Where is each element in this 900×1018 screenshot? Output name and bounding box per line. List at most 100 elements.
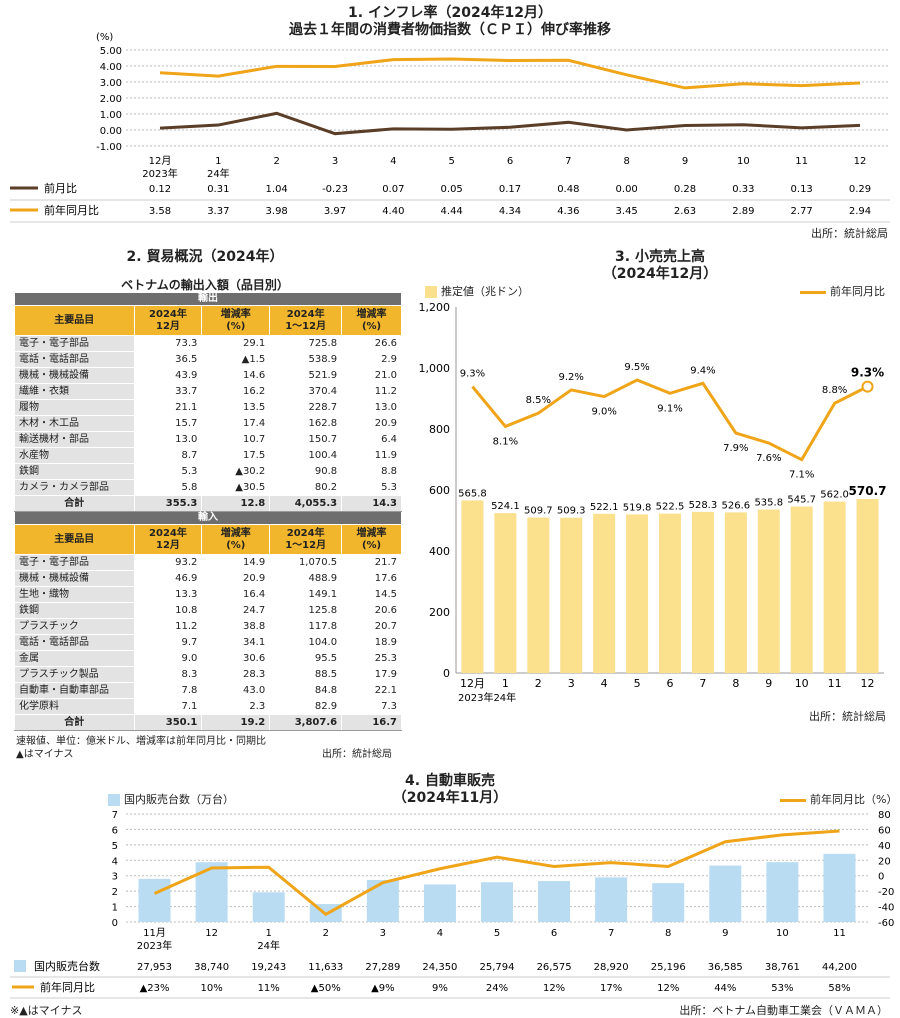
trade-cell-value: ▲30.5 xyxy=(201,479,271,496)
retail-y-tick: 200 xyxy=(429,606,450,619)
trade-column-header: 増減率 (%) xyxy=(201,305,271,336)
retail-title-1: 3. 小売売上高 xyxy=(615,249,705,265)
retail-x-tick: 8 xyxy=(732,677,739,690)
auto-data-label: 12% xyxy=(543,983,565,994)
table-row: 金属 9.0 30.6 95.5 25.3 xyxy=(14,650,402,667)
cpi-x-tick: 2 xyxy=(273,156,279,167)
auto-note: ※▲はマイナス xyxy=(10,1004,83,1017)
trade-cell-value: 19.2 xyxy=(201,714,271,731)
trade-cell-value: 24.7 xyxy=(201,602,271,619)
trade-cell-value: 15.7 xyxy=(133,415,203,432)
trade-item-name: 鉄鋼 xyxy=(14,602,135,619)
trade-cell-value: 21.7 xyxy=(341,554,402,571)
auto-data-label: 28,920 xyxy=(594,962,629,973)
retail-bar xyxy=(790,506,813,673)
auto-data-label: 38,740 xyxy=(194,962,229,973)
retail-bar-label: 522.1 xyxy=(590,502,619,513)
auto-bar xyxy=(652,883,685,922)
auto-data-label: 58% xyxy=(828,983,850,994)
trade-source: 出所：統計総局 xyxy=(322,749,392,760)
trade-cell-value: 150.7 xyxy=(269,431,343,448)
trade-cell-value: ▲1.5 xyxy=(201,351,271,368)
auto-data-label: 10% xyxy=(200,983,222,994)
auto-y2-tick: 80 xyxy=(878,810,891,821)
auto-bar xyxy=(252,892,285,922)
auto-y-tick: 2 xyxy=(112,887,118,898)
trade-cell-value: 11.2 xyxy=(341,383,402,400)
trade-cell-value: 10.8 xyxy=(133,602,203,619)
auto-y2-tick: 40 xyxy=(878,841,891,852)
cpi-data-label: 4.34 xyxy=(499,206,521,217)
trade-cell-value: 17.9 xyxy=(341,666,402,683)
trade-item-name: 金属 xyxy=(14,650,135,667)
trade-item-name: カメラ・カメラ部品 xyxy=(14,479,135,496)
retail-legend-bar-label: 推定値（兆ドン） xyxy=(441,285,529,298)
trade-cell-value: 16.4 xyxy=(201,586,271,603)
auto-y-tick: 7 xyxy=(112,810,118,821)
trade-cell-value: 25.3 xyxy=(341,650,402,667)
trade-cell-value: 17.6 xyxy=(341,570,402,587)
cpi-source: 出所：統計総局 xyxy=(811,227,888,240)
cpi-x-tick: 12 xyxy=(854,156,867,167)
trade-item-name: 電子・電子部品 xyxy=(14,335,135,352)
retail-line-label: 7.9% xyxy=(723,443,748,454)
auto-bar xyxy=(595,877,628,922)
trade-cell-value: 13.0 xyxy=(341,399,402,416)
cpi-data-label: 1.04 xyxy=(266,184,288,195)
trade-subtitle: ベトナムの輸出入額（品目別） xyxy=(121,278,289,292)
trade-header-row: 主要品目 2024年 12月 増減率 (%) 2024年 1～12月 増減率 (%) xyxy=(14,305,402,336)
auto-data-label: 24,350 xyxy=(422,962,457,973)
trade-cell-value: 93.2 xyxy=(133,554,203,571)
trade-cell-value: 46.9 xyxy=(133,570,203,587)
auto-data-label: 26,575 xyxy=(537,962,572,973)
trade-cell-value: 350.1 xyxy=(133,714,203,731)
trade-column-header: 2024年 12月 xyxy=(133,305,203,336)
retail-bar xyxy=(527,517,550,673)
trade-item-name: 機械・機械設備 xyxy=(14,570,135,587)
retail-bar-label: 524.1 xyxy=(491,501,520,512)
auto-y-tick: 0 xyxy=(112,918,118,929)
trade-header-row: 主要品目 2024年 12月 増減率 (%) 2024年 1～12月 増減率 (%) xyxy=(14,524,402,555)
trade-title: 2. 貿易概況（2024年） xyxy=(126,249,284,265)
trade-item-name: 化学原料 xyxy=(14,698,135,715)
trade-cell-value: 14.6 xyxy=(201,367,271,384)
auto-x-tick: 12 xyxy=(205,928,218,939)
trade-cell-value: 43.0 xyxy=(201,682,271,699)
trade-table: 輸出 主要品目 2024年 12月 増減率 (%) 2024年 1～12月 増減率 (%) 電子・電… xyxy=(14,292,402,731)
auto-x-tick: 2 xyxy=(323,928,329,939)
trade-export-section-label: 輸出 xyxy=(14,292,402,306)
trade-column-header: 増減率 (%) xyxy=(341,524,402,555)
trade-cell-value: 2.3 xyxy=(201,698,271,715)
auto-y2-tick: 20 xyxy=(878,856,891,867)
trade-item-name: 生地・織物 xyxy=(14,586,135,603)
table-row: 履物 21.1 13.5 228.7 13.0 xyxy=(14,399,402,416)
trade-import-section-label: 輸入 xyxy=(14,511,402,525)
cpi-data-label: 4.40 xyxy=(382,206,404,217)
trade-cell-value: 73.3 xyxy=(133,335,203,352)
retail-y-tick: 600 xyxy=(429,484,450,497)
trade-cell-value: 34.1 xyxy=(201,634,271,651)
trade-cell-value: 370.4 xyxy=(269,383,343,400)
trade-cell-value: 80.2 xyxy=(269,479,343,496)
cpi-x-tick: 6 xyxy=(507,156,513,167)
auto-legend-line-label: 前年同月比（%） xyxy=(810,793,898,806)
trade-column-header: 主要品目 xyxy=(14,305,135,336)
cpi-data-label: 0.07 xyxy=(382,184,404,195)
cpi-x-tick: 24年 xyxy=(207,167,230,180)
trade-note-1: 速報値、単位：億米ドル、増減率は前年同月比・同期比 xyxy=(16,736,266,747)
trade-cell-value: 13.5 xyxy=(201,399,271,416)
table-row: プラスチック 11.2 38.8 117.8 20.7 xyxy=(14,618,402,635)
trade-cell-value: 16.7 xyxy=(341,714,402,731)
cpi-data-label: 0.48 xyxy=(557,184,579,195)
cpi-data-label: 0.13 xyxy=(791,184,813,195)
trade-cell-value: 7.3 xyxy=(341,698,402,715)
trade-item-name: 電子・電子部品 xyxy=(14,554,135,571)
trade-cell-value: 13.3 xyxy=(133,586,203,603)
trade-cell-value: 149.1 xyxy=(269,586,343,603)
retail-bar xyxy=(626,514,649,673)
retail-x-tick: 5 xyxy=(634,677,641,690)
retail-y-tick: 400 xyxy=(429,545,450,558)
retail-line-label: 7.6% xyxy=(756,453,781,464)
cpi-data-label: 4.36 xyxy=(557,206,579,217)
trade-cell-value: 3,807.6 xyxy=(269,714,343,731)
